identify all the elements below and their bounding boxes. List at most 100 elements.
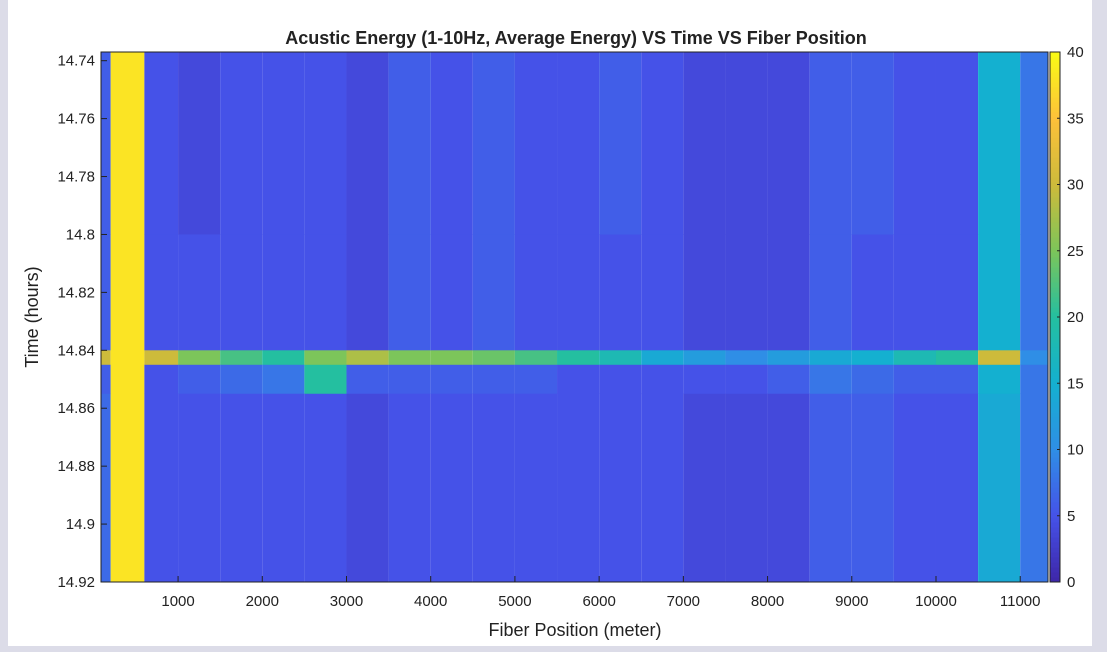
colorbar-swatch	[1050, 232, 1060, 238]
heatmap-cell	[430, 52, 473, 235]
x-tick-label: 3000	[330, 593, 363, 610]
colorbar-swatch	[1050, 82, 1060, 88]
colorbar-tick-label: 0	[1067, 574, 1075, 591]
colorbar-swatch	[1050, 87, 1060, 93]
x-tick-label: 5000	[498, 593, 531, 610]
colorbar-swatch	[1050, 207, 1060, 213]
y-tick-label: 14.92	[57, 574, 95, 591]
colorbar-swatch	[1050, 307, 1060, 313]
heatmap-cell	[262, 350, 305, 366]
heatmap-cell	[346, 393, 389, 582]
colorbar-swatch	[1050, 97, 1060, 103]
colorbar-swatch	[1050, 342, 1060, 348]
heatmap-cell	[514, 234, 558, 351]
colorbar-tick-label: 15	[1067, 375, 1084, 392]
heatmap-cell	[514, 393, 558, 582]
heatmap-cell	[110, 234, 145, 351]
heatmap-cell	[1020, 350, 1048, 366]
colorbar-swatch	[1050, 292, 1060, 298]
colorbar-swatch	[1050, 272, 1060, 278]
colorbar-swatch	[1050, 527, 1060, 533]
colorbar-swatch	[1050, 152, 1060, 158]
heatmap-cell	[767, 364, 810, 395]
x-tick-label: 1000	[161, 593, 194, 610]
heatmap-cell	[144, 52, 179, 235]
heatmap-cell	[430, 393, 473, 582]
colorbar-swatch	[1050, 172, 1060, 178]
y-tick-label: 14.74	[57, 53, 95, 70]
colorbar-swatch	[1050, 187, 1060, 193]
heatmap-cell	[110, 393, 145, 582]
colorbar-swatch	[1050, 572, 1060, 578]
colorbar-swatch	[1050, 462, 1060, 468]
colorbar-swatch	[1050, 532, 1060, 538]
colorbar-swatch	[1050, 52, 1060, 58]
colorbar-swatch	[1050, 167, 1060, 173]
colorbar-swatch	[1050, 542, 1060, 548]
colorbar-swatch	[1050, 92, 1060, 98]
heatmap-cell	[725, 234, 768, 351]
heatmap-cell	[514, 52, 558, 235]
y-tick-label: 14.9	[66, 516, 95, 533]
colorbar-swatch	[1050, 257, 1060, 263]
y-tick-label: 14.88	[57, 458, 95, 475]
y-tick-label: 14.8	[66, 226, 95, 243]
heatmap-cell	[557, 52, 600, 235]
heatmap-cell	[809, 364, 852, 395]
colorbar-tick-label: 10	[1067, 442, 1084, 459]
colorbar-swatch	[1050, 372, 1060, 378]
heatmap-cell	[262, 234, 305, 351]
heatmap-cell	[110, 364, 145, 395]
colorbar-swatch	[1050, 402, 1060, 408]
heatmap-cell	[641, 350, 684, 366]
colorbar-swatch	[1050, 507, 1060, 513]
colorbar-swatch	[1050, 147, 1060, 153]
heatmap-cell	[893, 393, 936, 582]
heatmap-cell	[809, 52, 852, 235]
colorbar-swatch	[1050, 212, 1060, 218]
heatmap-cell	[388, 350, 431, 366]
heatmap-cell	[110, 52, 145, 235]
colorbar-tick-label: 40	[1067, 44, 1084, 61]
heatmap-cell	[101, 350, 111, 366]
colorbar-swatch	[1050, 437, 1060, 443]
heatmap-cell	[110, 350, 145, 366]
heatmap-cell	[978, 350, 1021, 366]
heatmap-cell	[430, 234, 473, 351]
heatmap-cell	[893, 52, 936, 235]
heatmap-cell	[178, 52, 221, 235]
heatmap-cell	[346, 52, 389, 235]
colorbar-swatch	[1050, 467, 1060, 473]
colorbar-swatch	[1050, 482, 1060, 488]
colorbar-swatch	[1050, 322, 1060, 328]
heatmap-cell	[514, 350, 558, 366]
heatmap-cell	[472, 393, 515, 582]
heatmap-cell	[472, 52, 515, 235]
colorbar-swatch	[1050, 367, 1060, 373]
colorbar-swatch	[1050, 72, 1060, 78]
heatmap-cell	[430, 364, 473, 395]
heatmap-cell	[599, 393, 642, 582]
colorbar-swatch	[1050, 317, 1060, 323]
colorbar-swatch	[1050, 442, 1060, 448]
colorbar-swatch	[1050, 362, 1060, 368]
heatmap-cell	[599, 52, 642, 235]
colorbar-swatch	[1050, 302, 1060, 308]
heatmap-cell	[220, 52, 263, 235]
colorbar-swatch	[1050, 547, 1060, 553]
colorbar-swatch	[1050, 62, 1060, 68]
heatmap-cell	[262, 364, 305, 395]
colorbar-swatch	[1050, 252, 1060, 258]
heatmap-cell	[683, 234, 726, 351]
heatmap-cell	[767, 234, 810, 351]
heatmap-cell	[178, 393, 221, 582]
colorbar-swatch	[1050, 197, 1060, 203]
heatmap-cell	[935, 52, 979, 235]
heatmap-cell	[641, 52, 684, 235]
colorbar-swatch	[1050, 487, 1060, 493]
colorbar-swatch	[1050, 102, 1060, 108]
colorbar-swatch	[1050, 282, 1060, 288]
colorbar-swatch	[1050, 277, 1060, 283]
heatmap-cell	[101, 52, 111, 235]
